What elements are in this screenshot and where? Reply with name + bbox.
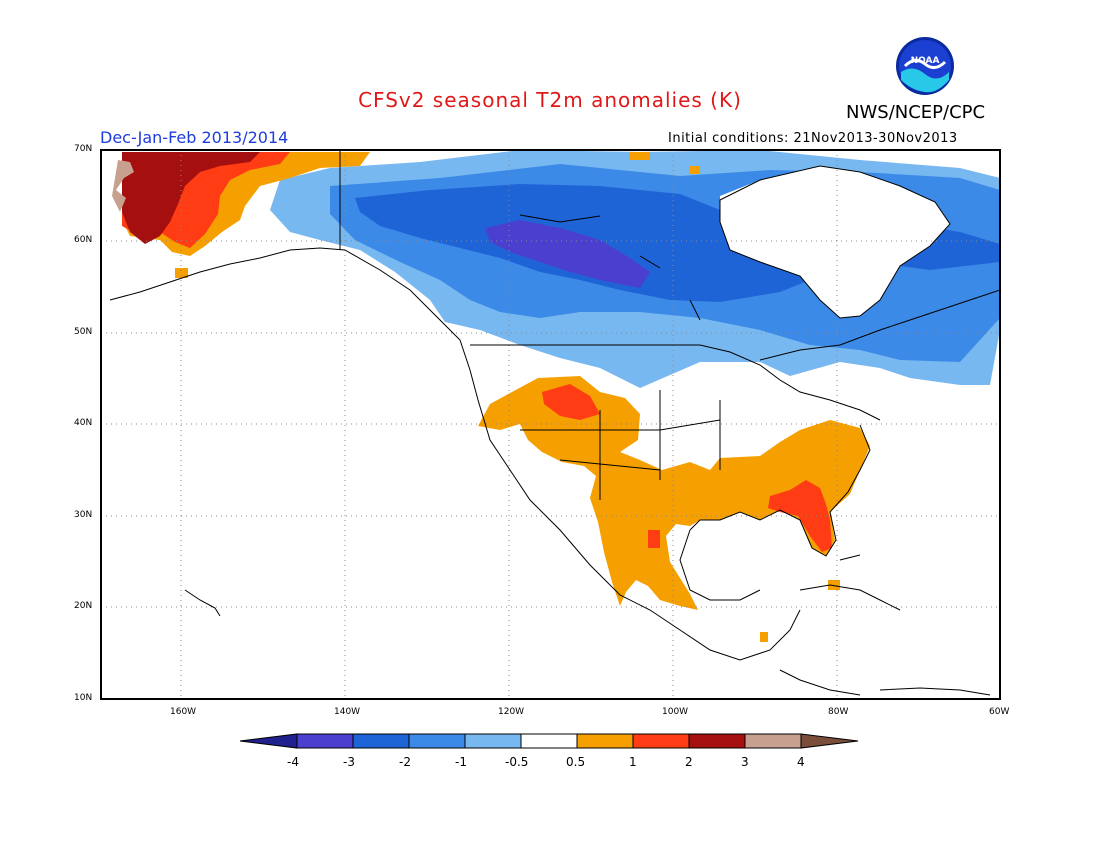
colorbar-label-4: 4 (797, 755, 805, 769)
colorbar-cell-1 (296, 733, 354, 749)
colorbar-label-3: 3 (741, 755, 749, 769)
colorbar-cell-3 (408, 733, 466, 749)
lon-label-80w: 80W (828, 707, 849, 717)
chart-title: CFSv2 seasonal T2m anomalies (K) (358, 88, 742, 112)
colorbar-cell-6 (576, 733, 634, 749)
colorbar-cell-9 (744, 733, 802, 749)
colorbar-cell-4 (464, 733, 522, 749)
lat-label-20n: 20N (74, 601, 93, 611)
lon-label-100w: 100W (662, 707, 689, 717)
lat-label-50n: 50N (74, 327, 93, 337)
lat-label-30n: 30N (74, 510, 93, 520)
agency-label: NWS/NCEP/CPC (846, 102, 986, 123)
lat-label-70n: 70N (74, 144, 93, 154)
colorbar-cell-8 (688, 733, 746, 749)
colorbar-label-neg3: -3 (343, 755, 355, 769)
anomaly-deepest-blue (485, 220, 650, 288)
lat-label-40n: 40N (74, 418, 93, 428)
anomaly-tan-alaska (112, 160, 134, 212)
lon-label-60w: 60W (989, 707, 1010, 717)
colorbar-label-1: 1 (629, 755, 637, 769)
initial-conditions-label: Initial conditions: 21Nov2013-30Nov2013 (668, 131, 958, 146)
lat-label-10n: 10N (74, 693, 93, 703)
colorbar-label-neg4: -4 (287, 755, 299, 769)
map-frame (100, 149, 1001, 700)
colorbar-cell-7 (632, 733, 690, 749)
logo-text: NOAA (911, 56, 940, 66)
lon-label-140w: 140W (334, 707, 361, 717)
colorbar-label-neg2: -2 (399, 755, 411, 769)
anomaly-darkred-alaska (122, 152, 260, 244)
colorbar (239, 733, 859, 749)
anomaly-red-southeast (768, 480, 832, 552)
anomaly-red-mexico (648, 530, 660, 548)
lat-label-60n: 60N (74, 235, 93, 245)
greenland-neutral (720, 166, 950, 318)
colorbar-low-arrow (239, 733, 298, 749)
anomaly-red-rockies (542, 384, 600, 420)
noaa-logo: NOAA (895, 36, 955, 96)
colorbar-cell-5 (520, 733, 578, 749)
colorbar-cell-2 (352, 733, 410, 749)
colorbar-high-arrow (800, 733, 859, 749)
season-label: Dec-Jan-Feb 2013/2014 (100, 128, 289, 147)
colorbar-label-neg1: -1 (455, 755, 467, 769)
coastlines (109, 150, 1000, 696)
colorbar-label-05: 0.5 (566, 755, 586, 769)
colorbar-label-neg05: -0.5 (505, 755, 529, 769)
lon-label-160w: 160W (170, 707, 197, 717)
colorbar-label-2: 2 (685, 755, 693, 769)
anomaly-dark-blue (355, 184, 1000, 302)
lon-label-120w: 120W (498, 707, 525, 717)
anomaly-orange-west (478, 376, 870, 610)
